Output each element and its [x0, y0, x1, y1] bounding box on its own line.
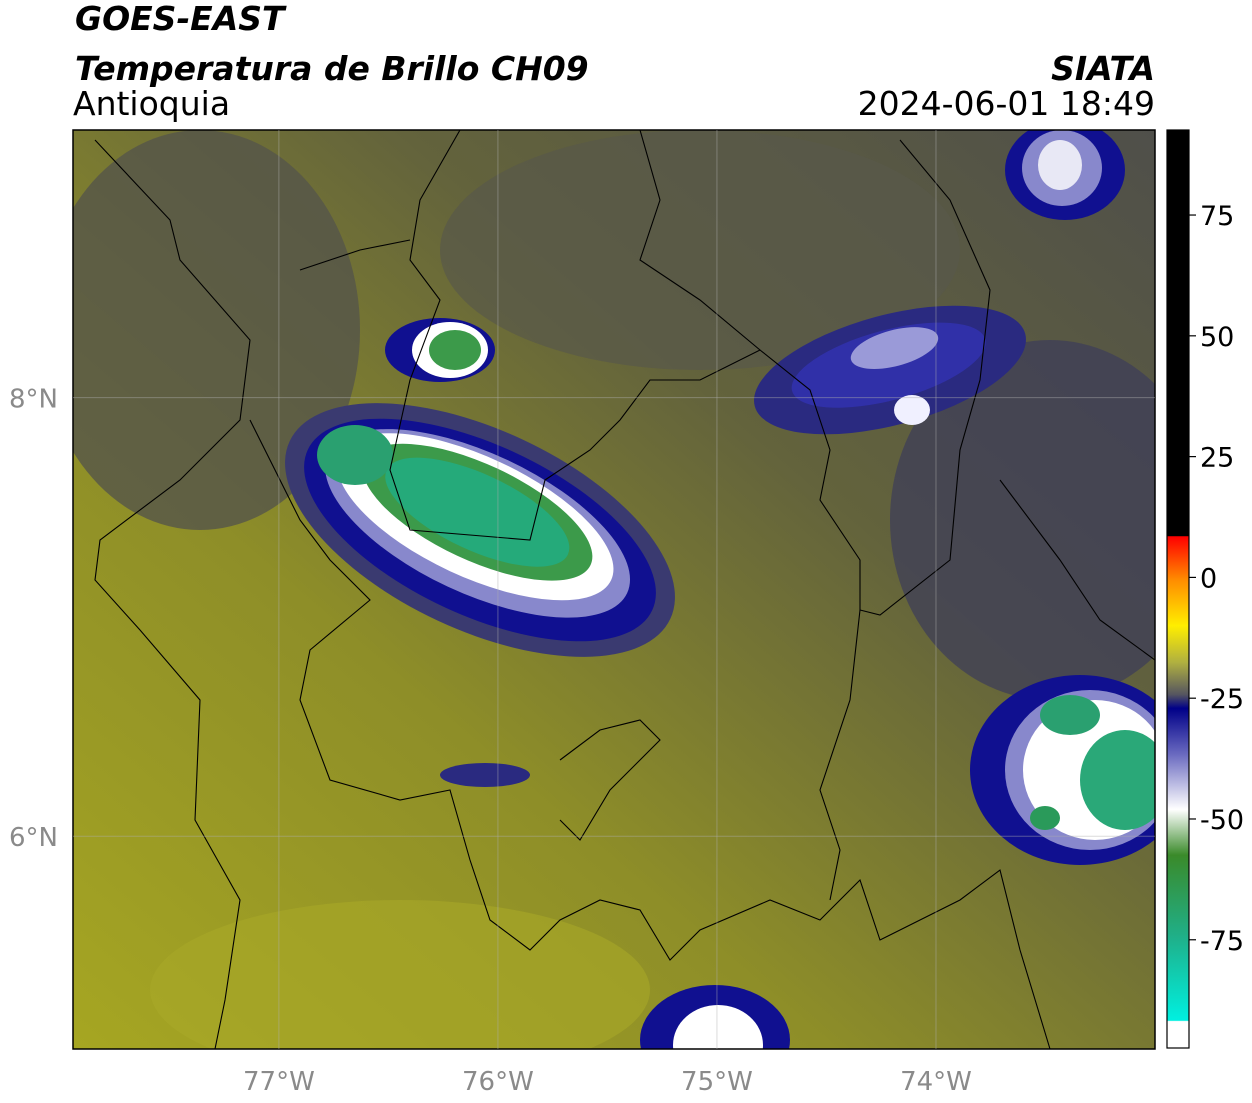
datetime: 2024-06-01 18:49 — [858, 84, 1155, 123]
region: Antioquia — [73, 84, 230, 123]
lon-tick-label: 74°W — [900, 1067, 972, 1097]
satellite: GOES-EAST — [75, 0, 287, 38]
colorbar-tick-label: -25 — [1200, 684, 1244, 715]
source: SIATA — [1051, 49, 1155, 88]
satellite-image — [73, 130, 1155, 1049]
colorbar-tick-label: -50 — [1200, 805, 1244, 836]
colorbar-tick-label: 0 — [1200, 563, 1217, 594]
map-frame — [72, 129, 1156, 1050]
product: Temperatura de Brillo CH09 — [75, 49, 589, 88]
colorbar-tick-label: -75 — [1200, 926, 1244, 957]
colorbar-tick-label: 75 — [1200, 201, 1234, 232]
colorbar — [1166, 129, 1190, 1049]
lat-tick-label: 6°N — [9, 823, 58, 853]
lon-tick-label: 77°W — [243, 1067, 315, 1097]
lat-tick-label: 8°N — [9, 385, 58, 415]
colorbar-tick-label: 50 — [1200, 322, 1234, 353]
lon-tick-label: 76°W — [462, 1067, 534, 1097]
colorbar-tick-label: 25 — [1200, 443, 1234, 474]
lon-tick-label: 75°W — [681, 1067, 753, 1097]
